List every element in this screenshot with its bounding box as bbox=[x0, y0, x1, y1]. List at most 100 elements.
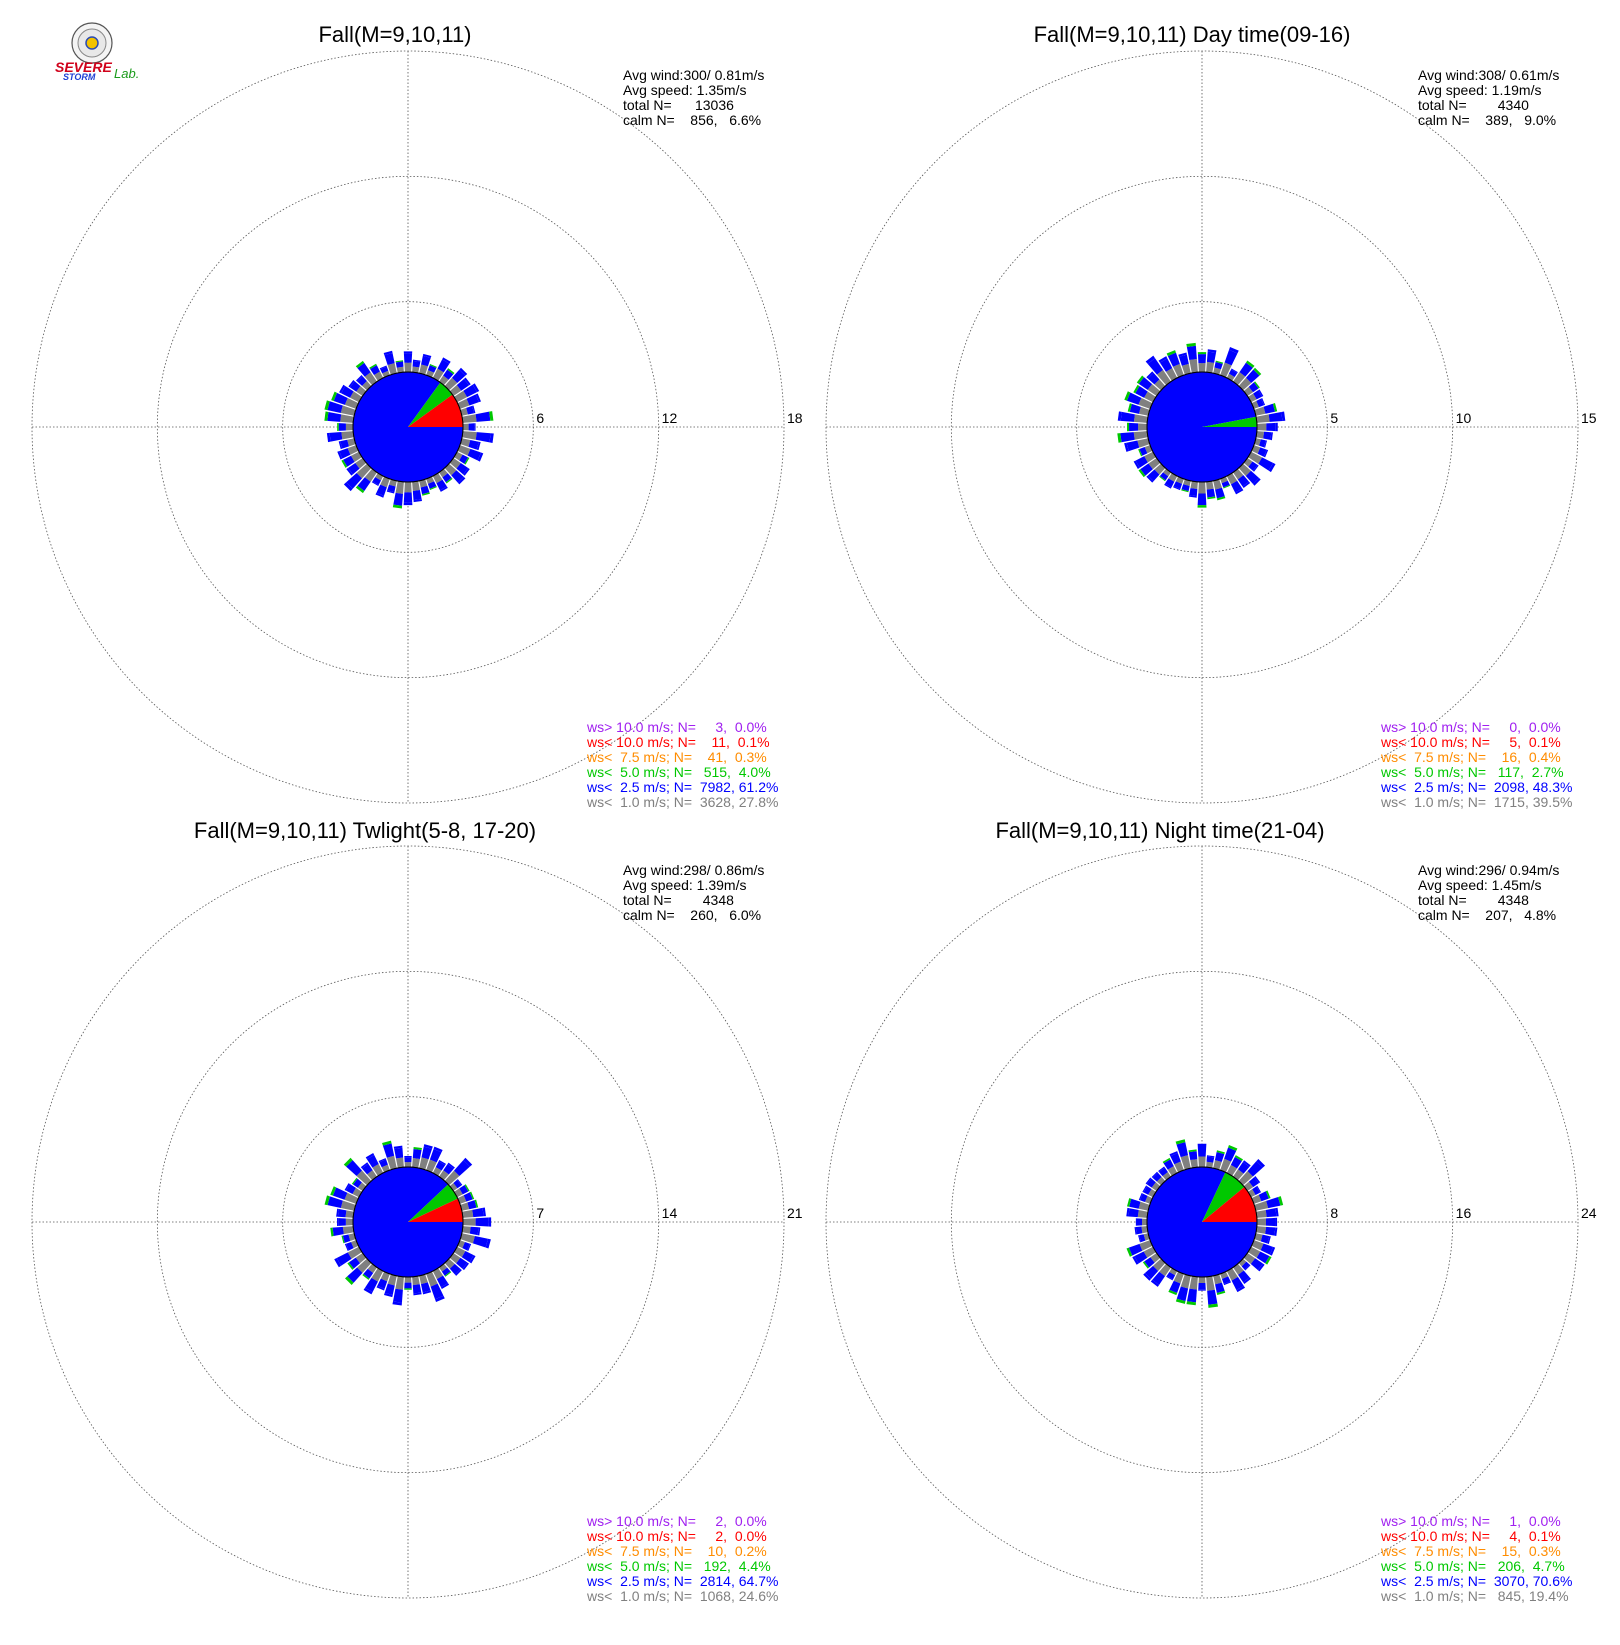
petal-segment bbox=[444, 1271, 452, 1277]
petal-segment bbox=[419, 479, 428, 488]
petal-segment bbox=[469, 1191, 475, 1200]
petal-segment bbox=[1154, 463, 1166, 475]
petal-segment bbox=[1198, 1156, 1206, 1168]
petal-segment bbox=[387, 363, 397, 375]
petal-segment bbox=[349, 381, 361, 392]
stat-line: calm N= 207, 4.8% bbox=[1418, 907, 1556, 923]
petal-segment bbox=[449, 1182, 458, 1192]
legend-entry: ws> 10.0 m/s; N= 1, 0.0% bbox=[1380, 1513, 1561, 1529]
petal-segment bbox=[379, 1159, 388, 1168]
petal-segment bbox=[1207, 349, 1217, 353]
petal-segment bbox=[1244, 1264, 1251, 1271]
petal-segment bbox=[333, 392, 348, 405]
petal-segment bbox=[475, 393, 481, 403]
petal-segment bbox=[392, 1288, 403, 1303]
petal-segment bbox=[1261, 398, 1266, 406]
petal-segment bbox=[1152, 1258, 1166, 1272]
petal-segment bbox=[1176, 1286, 1189, 1302]
petal-segment bbox=[347, 462, 360, 475]
petal-segment bbox=[1247, 1161, 1263, 1177]
petal-segment bbox=[449, 1263, 461, 1275]
petal-segment bbox=[331, 391, 337, 401]
petal-segment bbox=[362, 1273, 370, 1280]
petal-segment bbox=[1147, 469, 1160, 482]
petal-segment bbox=[1250, 1258, 1263, 1271]
petal-segment bbox=[442, 357, 451, 364]
petal-segment bbox=[488, 1217, 492, 1227]
petal-segment bbox=[1128, 1208, 1139, 1218]
petal-segment bbox=[1231, 368, 1238, 374]
petal-segment bbox=[472, 1207, 484, 1218]
ring-label: 12 bbox=[662, 410, 678, 426]
petal-segment bbox=[360, 1162, 369, 1169]
stat-line: Avg wind:300/ 0.81m/s bbox=[623, 67, 764, 83]
petal-segment bbox=[1258, 389, 1264, 397]
petal-segment bbox=[462, 431, 477, 440]
petal-segment bbox=[1129, 403, 1141, 414]
petal-segment bbox=[363, 1268, 374, 1279]
petal-segment bbox=[1243, 1252, 1256, 1264]
petal-segment bbox=[384, 1283, 395, 1296]
petal-segment bbox=[378, 1158, 387, 1163]
stat-line: total N= 13036 bbox=[623, 97, 734, 113]
petal-segment bbox=[1252, 464, 1259, 472]
petal-segment bbox=[329, 432, 343, 442]
petal-segment bbox=[462, 1218, 476, 1226]
petal-segment bbox=[454, 1246, 466, 1258]
petal-segment bbox=[395, 361, 404, 368]
petal-segment bbox=[1226, 473, 1238, 485]
petal-segment bbox=[1189, 358, 1198, 373]
petal-segment bbox=[422, 1290, 432, 1295]
petal-segment bbox=[1252, 477, 1261, 486]
petal-segment bbox=[1198, 363, 1206, 373]
ring-label: 14 bbox=[662, 1205, 678, 1221]
petal-segment bbox=[334, 1258, 342, 1268]
petal-segment bbox=[419, 1157, 429, 1170]
stat-line: Avg speed: 1.45m/s bbox=[1418, 877, 1541, 893]
petal-segment bbox=[462, 1209, 474, 1218]
petal-segment bbox=[1259, 439, 1266, 448]
petal-segment bbox=[1135, 1218, 1137, 1226]
petal-segment bbox=[1265, 1208, 1277, 1218]
stat-line: total N= 4348 bbox=[1418, 892, 1529, 908]
petal-segment bbox=[1137, 438, 1150, 448]
petal-segment bbox=[1129, 422, 1139, 432]
legend-entry: ws< 10.0 m/s; N= 11, 0.1% bbox=[586, 734, 770, 750]
petal-segment bbox=[1166, 350, 1176, 356]
stat-line: calm N= 856, 6.6% bbox=[623, 112, 761, 128]
legend-entry: ws< 5.0 m/s; N= 515, 4.0% bbox=[586, 764, 771, 780]
petal-segment bbox=[457, 476, 466, 485]
petal-segment bbox=[361, 1163, 373, 1175]
petal-segment bbox=[1139, 1240, 1153, 1251]
petal-segment bbox=[404, 1288, 412, 1290]
petal-segment bbox=[1253, 390, 1263, 400]
petal-segment bbox=[457, 1195, 467, 1204]
petal-segment bbox=[451, 369, 466, 384]
petal-segment bbox=[1181, 363, 1191, 375]
petal-segment bbox=[1156, 369, 1172, 386]
petal-segment bbox=[1190, 1159, 1198, 1168]
petal-segment bbox=[460, 438, 471, 447]
petal-segment bbox=[1275, 422, 1278, 432]
petal-segment bbox=[330, 1227, 334, 1237]
petal-segment bbox=[1198, 1283, 1206, 1290]
petal-segment bbox=[332, 1187, 348, 1200]
petal-segment bbox=[1133, 384, 1140, 394]
petal-segment bbox=[387, 484, 396, 493]
legend-entry: ws< 1.0 m/s; N= 845, 19.4% bbox=[1380, 1588, 1569, 1604]
petal-segment bbox=[356, 463, 372, 479]
petal-segment bbox=[412, 490, 422, 501]
petal-segment bbox=[1197, 1146, 1207, 1157]
petal-segment bbox=[432, 368, 444, 381]
legend-entry: ws< 5.0 m/s; N= 206, 4.7% bbox=[1380, 1558, 1565, 1574]
petal-segment bbox=[1138, 377, 1153, 390]
petal-segment bbox=[1269, 1246, 1276, 1256]
petal-segment bbox=[466, 405, 475, 415]
petal-segment bbox=[1124, 391, 1131, 401]
petal-segment bbox=[1152, 1271, 1166, 1285]
petal-segment bbox=[345, 1210, 354, 1218]
petal-segment bbox=[1124, 442, 1129, 452]
petal-segment bbox=[375, 492, 384, 498]
legend-entry: ws< 10.0 m/s; N= 4, 0.1% bbox=[1380, 1528, 1561, 1544]
petal-segment bbox=[1223, 1281, 1232, 1286]
